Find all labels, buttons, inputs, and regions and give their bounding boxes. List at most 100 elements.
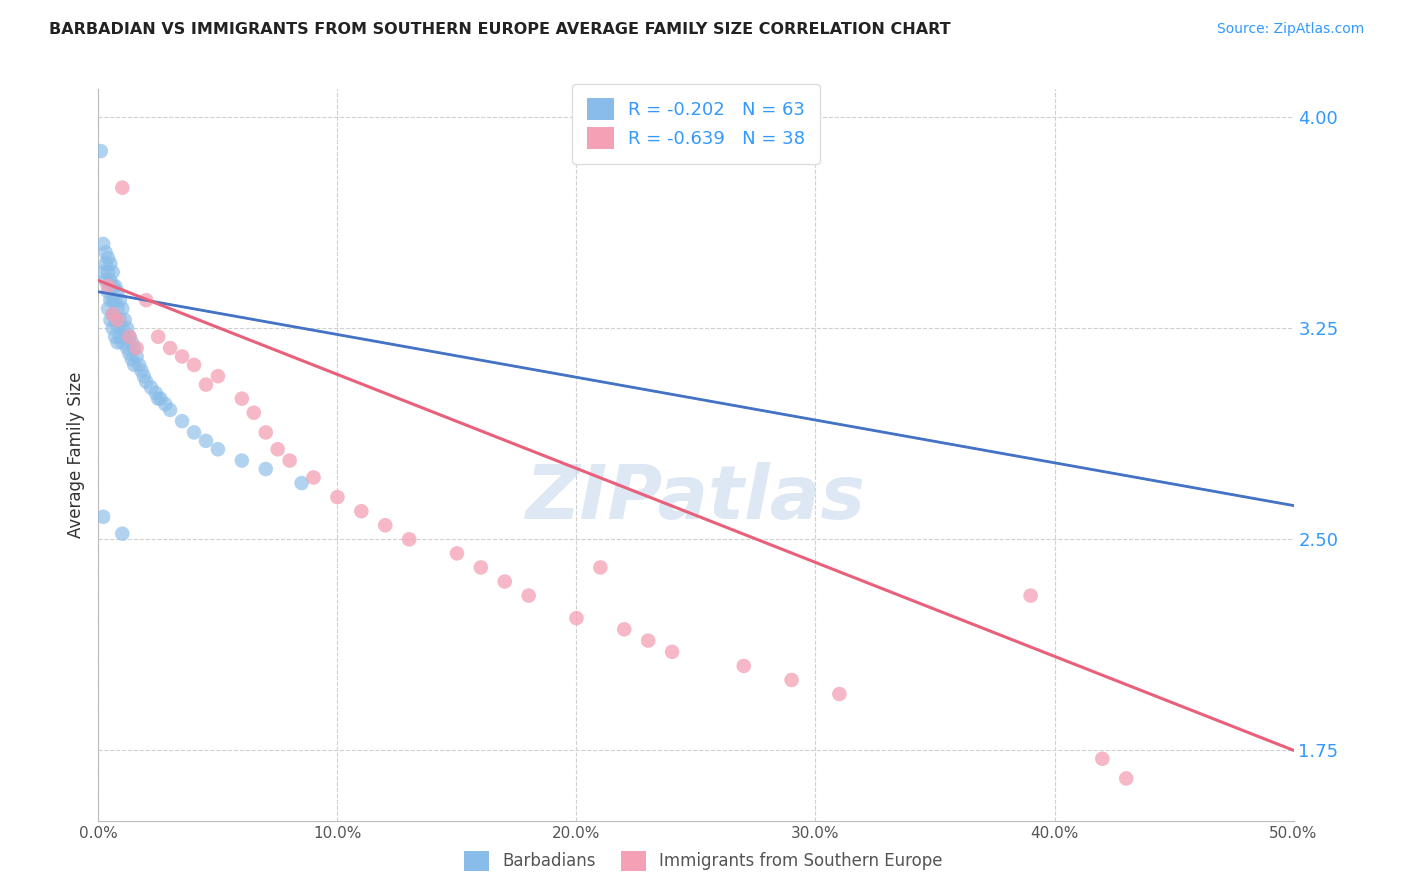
Point bbox=[145, 386, 167, 401]
Point bbox=[111, 301, 134, 316]
Point bbox=[108, 330, 131, 344]
Point bbox=[104, 293, 127, 308]
Point bbox=[1115, 772, 1137, 786]
Point bbox=[121, 335, 143, 350]
Point bbox=[111, 180, 134, 194]
Point bbox=[183, 425, 205, 440]
Point bbox=[470, 560, 492, 574]
Point bbox=[107, 285, 129, 299]
Text: Source: ZipAtlas.com: Source: ZipAtlas.com bbox=[1216, 22, 1364, 37]
Point bbox=[101, 265, 124, 279]
Point bbox=[94, 273, 117, 287]
Point bbox=[589, 560, 612, 574]
Point bbox=[94, 257, 117, 271]
Point bbox=[115, 341, 138, 355]
Point bbox=[1091, 752, 1114, 766]
Point bbox=[91, 265, 114, 279]
Point bbox=[278, 453, 301, 467]
Point bbox=[107, 335, 129, 350]
Point bbox=[91, 236, 114, 251]
Point bbox=[374, 518, 396, 533]
Point bbox=[101, 307, 124, 321]
Point bbox=[302, 470, 325, 484]
Point bbox=[243, 406, 266, 420]
Point bbox=[114, 330, 136, 344]
Point bbox=[613, 623, 636, 637]
Point bbox=[94, 245, 117, 260]
Point bbox=[135, 293, 157, 308]
Point bbox=[111, 526, 134, 541]
Point bbox=[90, 144, 112, 158]
Point bbox=[207, 442, 229, 457]
Point bbox=[97, 279, 120, 293]
Point bbox=[231, 453, 253, 467]
Point bbox=[254, 425, 277, 440]
Point bbox=[104, 330, 127, 344]
Point bbox=[267, 442, 290, 457]
Point bbox=[135, 375, 157, 389]
Point bbox=[172, 350, 194, 364]
Point bbox=[97, 251, 120, 265]
Point bbox=[104, 279, 127, 293]
Point bbox=[108, 313, 131, 327]
Point bbox=[101, 321, 124, 335]
Point bbox=[107, 313, 129, 327]
Point bbox=[124, 341, 146, 355]
Point bbox=[159, 403, 181, 417]
Point bbox=[1019, 589, 1042, 603]
Point bbox=[108, 293, 131, 308]
Point bbox=[125, 350, 148, 364]
Point bbox=[98, 293, 122, 308]
Point bbox=[149, 392, 172, 406]
Point bbox=[159, 341, 181, 355]
Point bbox=[111, 335, 134, 350]
Point bbox=[291, 476, 314, 491]
Point bbox=[565, 611, 588, 625]
Point bbox=[517, 589, 540, 603]
Point bbox=[128, 358, 150, 372]
Point bbox=[118, 346, 141, 360]
Point bbox=[326, 490, 349, 504]
Point bbox=[98, 257, 122, 271]
Point bbox=[733, 659, 755, 673]
Point bbox=[101, 307, 124, 321]
Point bbox=[98, 273, 122, 287]
Point bbox=[661, 645, 683, 659]
Point bbox=[195, 377, 218, 392]
Point bbox=[172, 414, 194, 428]
Point bbox=[107, 301, 129, 316]
Point bbox=[446, 546, 468, 560]
Point bbox=[97, 265, 120, 279]
Point bbox=[114, 313, 136, 327]
Point bbox=[231, 392, 253, 406]
Point bbox=[111, 321, 134, 335]
Point bbox=[98, 313, 122, 327]
Point bbox=[780, 673, 803, 687]
Point bbox=[207, 369, 229, 384]
Point bbox=[828, 687, 851, 701]
Point bbox=[97, 301, 120, 316]
Text: ZIPatlas: ZIPatlas bbox=[526, 462, 866, 535]
Point bbox=[132, 369, 155, 384]
Legend: R = -0.202   N = 63, R = -0.639   N = 38: R = -0.202 N = 63, R = -0.639 N = 38 bbox=[572, 84, 820, 164]
Point bbox=[101, 293, 124, 308]
Point bbox=[115, 321, 138, 335]
Point bbox=[107, 318, 129, 333]
Point bbox=[398, 533, 420, 547]
Point bbox=[124, 358, 146, 372]
Point bbox=[131, 363, 153, 377]
Point bbox=[148, 330, 170, 344]
Point bbox=[155, 397, 177, 411]
Point bbox=[350, 504, 373, 518]
Point bbox=[148, 392, 170, 406]
Point bbox=[91, 509, 114, 524]
Point bbox=[121, 352, 143, 367]
Text: BARBADIAN VS IMMIGRANTS FROM SOUTHERN EUROPE AVERAGE FAMILY SIZE CORRELATION CHA: BARBADIAN VS IMMIGRANTS FROM SOUTHERN EU… bbox=[49, 22, 950, 37]
Y-axis label: Average Family Size: Average Family Size bbox=[66, 372, 84, 538]
Point bbox=[101, 279, 124, 293]
Point bbox=[97, 285, 120, 299]
Point bbox=[254, 462, 277, 476]
Point bbox=[183, 358, 205, 372]
Point bbox=[104, 313, 127, 327]
Point bbox=[118, 330, 141, 344]
